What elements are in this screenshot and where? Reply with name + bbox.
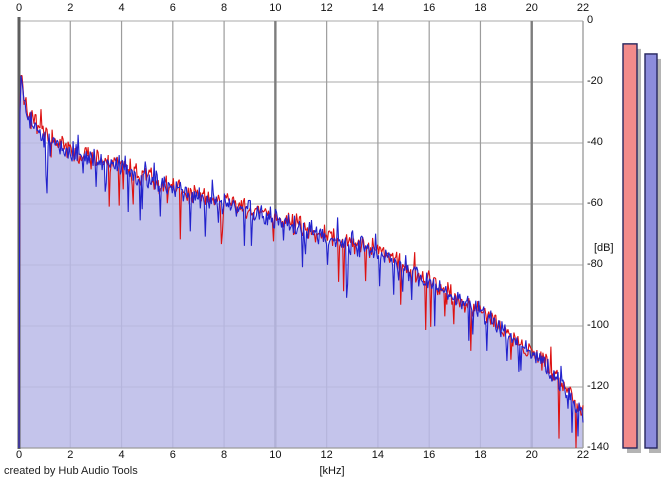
y-tick-label: -60	[587, 197, 603, 209]
x-tick-label-top: 12	[320, 2, 333, 14]
x-tick-label-top: 14	[371, 2, 385, 14]
x-tick-label-bottom: 18	[474, 449, 487, 461]
x-tick-label-bottom: 4	[118, 449, 125, 461]
blue-spectrum-trace	[18, 75, 584, 449]
x-tick-label-bottom: 22	[576, 449, 590, 461]
x-tick-label-top: 18	[474, 2, 487, 14]
x-tick-label-bottom: 14	[371, 449, 385, 461]
red-level-meter	[622, 43, 638, 449]
x-tick-label-top: 4	[118, 2, 125, 14]
y-axis-unit-label: [dB]	[594, 242, 614, 254]
y-tick-label: -80	[587, 258, 603, 270]
x-tick-label-top: 20	[525, 2, 538, 14]
y-tick-label: -140	[587, 441, 610, 453]
x-axis-unit-label: [kHz]	[319, 465, 345, 477]
x-tick-label-bottom: 2	[67, 449, 74, 461]
x-tick-label-bottom: 10	[269, 449, 282, 461]
x-tick-label-top: 2	[67, 2, 74, 14]
x-tick-label-bottom: 8	[221, 449, 228, 461]
x-tick-label-bottom: 16	[423, 449, 436, 461]
red-spectrum-trace	[18, 74, 584, 449]
y-tick-label: -40	[587, 136, 603, 148]
x-tick-label-top: 0	[15, 2, 23, 14]
x-tick-label-top: 16	[423, 2, 436, 14]
y-tick-label: -100	[587, 319, 610, 331]
credit-text: created by Hub Audio Tools	[4, 465, 138, 477]
blue-level-meter	[644, 53, 658, 449]
x-tick-label-top: 6	[169, 2, 176, 14]
y-tick-label: 0	[587, 14, 594, 26]
x-tick-label-bottom: 12	[320, 449, 333, 461]
y-tick-label: -20	[587, 75, 603, 87]
x-tick-label-top: 8	[221, 2, 228, 14]
x-tick-label-top: 22	[576, 2, 590, 14]
x-tick-label-bottom: 0	[15, 449, 23, 461]
x-tick-label-bottom: 6	[169, 449, 176, 461]
x-tick-label-top: 10	[269, 2, 282, 14]
y-tick-label: -120	[587, 380, 610, 392]
x-tick-label-bottom: 20	[525, 449, 538, 461]
blue-spectrum-trace-area	[19, 75, 583, 448]
